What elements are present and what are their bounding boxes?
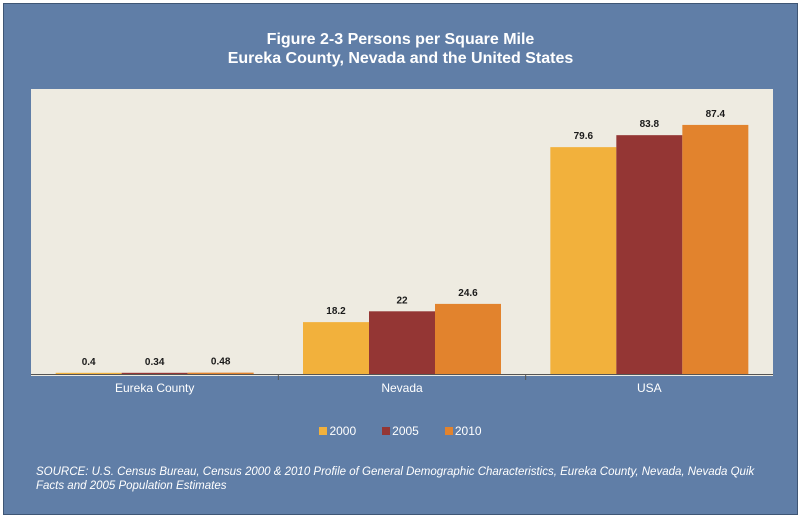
bar-2010-eureka-county — [187, 372, 254, 374]
legend-item-2010: 2010 — [444, 424, 482, 438]
data-label: 0.48 — [211, 357, 231, 368]
bar-2000-nevada — [303, 322, 369, 374]
legend-label-2000: 2000 — [329, 424, 357, 438]
source-note: SOURCE: U.S. Census Bureau, Census 2000 … — [36, 466, 755, 492]
bar-2010-nevada — [435, 303, 501, 374]
data-label: 0.34 — [145, 357, 165, 368]
legend-label-2010: 2010 — [454, 424, 482, 438]
legend-swatch-2010 — [444, 427, 453, 435]
data-label: 79.6 — [574, 131, 594, 142]
bar-2005-nevada — [369, 311, 435, 374]
legend-swatch-2005 — [382, 427, 391, 435]
bar-2000-eureka-county — [55, 372, 122, 374]
legend: 2000 2005 2010 — [0, 424, 801, 438]
data-label: 83.8 — [640, 119, 660, 130]
bar-2005-usa — [616, 135, 683, 374]
legend-item-2005: 2005 — [382, 424, 419, 438]
x-tick-label: USA — [637, 381, 662, 395]
chart-title-block: Figure 2-3 Persons per Square Mile Eurek… — [0, 30, 801, 68]
chart-subtitle: Eureka County, Nevada and the United Sta… — [227, 50, 574, 67]
x-tick-label: Eureka County — [115, 381, 194, 395]
data-label: 0.4 — [82, 357, 96, 368]
legend-label-2005: 2005 — [392, 424, 419, 438]
bar-2000-usa — [550, 147, 617, 374]
bar-2010-usa — [682, 124, 749, 374]
x-tick-label: Nevada — [381, 381, 423, 395]
data-label: 18.2 — [326, 306, 346, 317]
bar-2005-eureka-county — [121, 372, 188, 374]
legend-swatch-2000 — [319, 427, 328, 435]
data-label: 22 — [396, 295, 408, 306]
data-label: 87.4 — [706, 109, 726, 120]
legend-item-2000: 2000 — [319, 424, 356, 438]
chart-title: Figure 2-3 Persons per Square Mile — [266, 31, 535, 48]
data-label: 24.6 — [458, 288, 478, 299]
